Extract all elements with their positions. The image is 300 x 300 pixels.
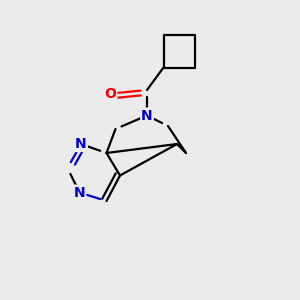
Text: N: N bbox=[74, 186, 85, 200]
Text: N: N bbox=[141, 109, 153, 122]
Text: N: N bbox=[75, 137, 87, 151]
Text: O: O bbox=[104, 87, 116, 100]
